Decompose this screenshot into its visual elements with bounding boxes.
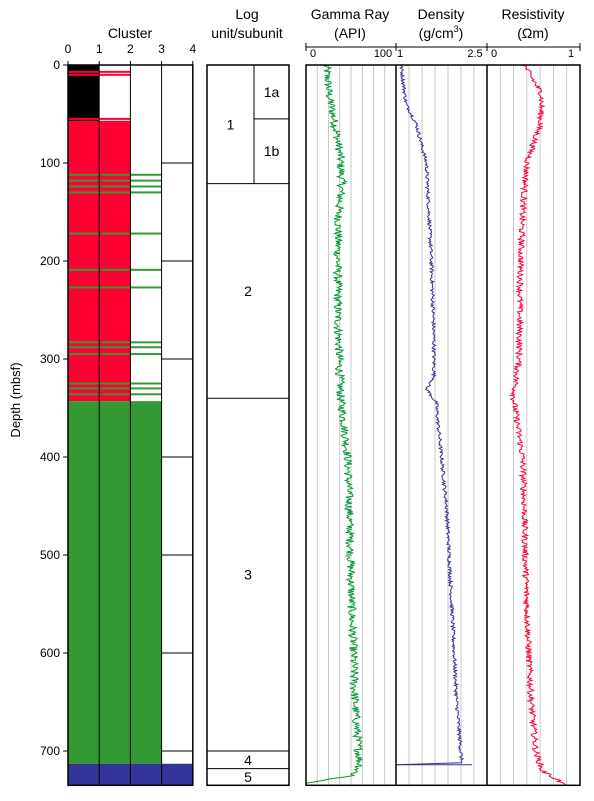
cluster-thin-layer-14: [68, 346, 162, 349]
gamma-min-label: 0: [310, 48, 316, 60]
cluster-thin-layer-17: [68, 387, 162, 390]
log-unit-label-2: 2: [244, 283, 252, 299]
depth-tick-label-600: 600: [40, 646, 60, 660]
resistivity-title: Resistivity: [501, 6, 564, 22]
resistivity-unit: (Ωm): [517, 25, 548, 41]
log-tracks-frame: [305, 64, 581, 787]
depth-tick-label-700: 700: [40, 744, 60, 758]
log-unit-title-line2: unit/subunit: [211, 25, 283, 41]
cluster-thin-layer-6: [68, 173, 162, 176]
cluster-thin-layer-10: [68, 232, 162, 235]
cluster-x-tick-label-3: 3: [158, 42, 165, 56]
cluster-thin-layer-9: [68, 191, 162, 194]
depth-tick-label-400: 400: [40, 450, 60, 464]
cluster-title: Cluster: [108, 25, 153, 41]
depth-tick-label-0: 0: [53, 58, 60, 72]
cluster-thin-layer-15: [68, 353, 162, 356]
depth-tick-label-500: 500: [40, 548, 60, 562]
density-curve: [395, 64, 465, 766]
log-unit-label-4: 4: [244, 752, 252, 768]
cluster-thin-layer-7: [68, 179, 162, 182]
cluster-x-tick-label-1: 1: [96, 42, 103, 56]
depth-tick-label-200: 200: [40, 254, 60, 268]
resistivity-max-label: 1: [568, 48, 574, 60]
cluster-x-tick-label-2: 2: [127, 42, 134, 56]
log-unit-label-1: 1: [227, 116, 235, 132]
gamma-max-label: 100: [374, 48, 392, 60]
log-unit-panel-frame: [206, 64, 290, 787]
cluster-x-tick-label-4: 4: [189, 42, 196, 56]
cluster-block-3: [68, 401, 162, 764]
log-unit-title-line1: Log: [235, 6, 258, 22]
resistivity-curve: [509, 64, 567, 786]
density-max-label: 2.5: [467, 48, 482, 60]
cluster-thin-layer-16: [68, 382, 162, 385]
gamma-unit: (API): [334, 25, 366, 41]
cluster-thin-layer-13: [68, 341, 162, 344]
log-unit-label-3: 3: [244, 567, 252, 583]
gamma-title: Gamma Ray: [311, 6, 390, 22]
cluster-x-tick-label-0: 0: [65, 42, 72, 56]
density-unit: (g/cm3): [419, 24, 464, 41]
density-title: Density: [418, 6, 465, 22]
depth-tick-label-100: 100: [40, 156, 60, 170]
y-axis-label: Depth (mbsf): [8, 362, 23, 437]
subunit-label-1b: 1b: [264, 143, 280, 159]
gamma_ray-curve: [305, 64, 364, 784]
cluster-thin-layer-8: [68, 185, 162, 188]
density-min-label: 1: [397, 48, 403, 60]
cluster-panel-frame: [67, 64, 194, 787]
log-unit-label-5: 5: [244, 769, 252, 785]
cluster-thin-layer-18: [68, 393, 162, 396]
subunit-label-1a: 1a: [264, 84, 280, 100]
cluster-thin-layer-12: [68, 286, 162, 289]
resistivity-min-label: 0: [491, 48, 497, 60]
cluster-thin-layer-11: [68, 268, 162, 271]
depth-tick-label-300: 300: [40, 352, 60, 366]
cluster-block-1: [68, 65, 100, 122]
